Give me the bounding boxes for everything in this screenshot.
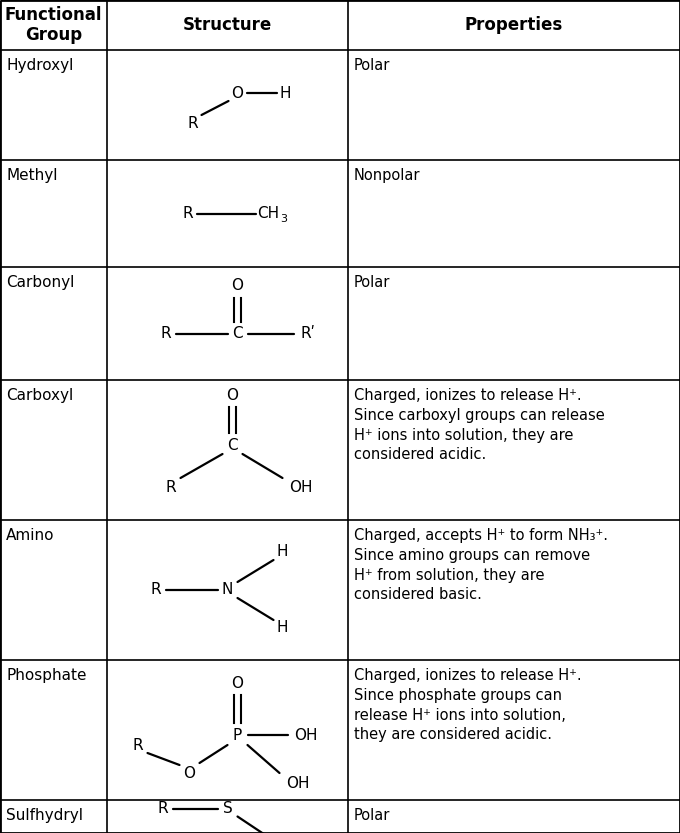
Text: CH: CH (258, 206, 279, 221)
Text: H: H (277, 621, 288, 636)
Text: Phosphate: Phosphate (6, 668, 86, 683)
Text: N: N (222, 582, 233, 597)
Text: R: R (165, 480, 176, 495)
Text: H: H (279, 86, 291, 101)
Text: P: P (233, 727, 242, 742)
Text: Charged, accepts H⁺ to form NH₃⁺.
Since amino groups can remove
H⁺ from solution: Charged, accepts H⁺ to form NH₃⁺. Since … (354, 528, 608, 602)
Text: 3: 3 (280, 213, 288, 223)
Text: O: O (226, 387, 239, 402)
Text: Carbonyl: Carbonyl (6, 275, 74, 290)
Text: Hydroxyl: Hydroxyl (6, 58, 73, 73)
Text: Charged, ionizes to release H⁺.
Since phosphate groups can
release H⁺ ions into : Charged, ionizes to release H⁺. Since ph… (354, 668, 581, 742)
Text: R: R (187, 116, 198, 131)
Text: O: O (231, 86, 243, 101)
Text: Polar: Polar (354, 275, 390, 290)
Text: Structure: Structure (183, 16, 272, 34)
Text: S: S (222, 801, 233, 816)
Text: R: R (182, 206, 193, 221)
Text: Polar: Polar (354, 808, 390, 823)
Text: O: O (231, 676, 243, 691)
Text: O: O (184, 766, 196, 781)
Text: C: C (232, 326, 243, 341)
Text: Methyl: Methyl (6, 168, 58, 183)
Text: Sulfhydryl: Sulfhydryl (6, 808, 83, 823)
Text: R: R (132, 737, 143, 752)
Text: Functional
Group: Functional Group (5, 6, 102, 44)
Text: R: R (160, 326, 171, 341)
Text: OH: OH (286, 776, 309, 791)
Text: Charged, ionizes to release H⁺.
Since carboxyl groups can release
H⁺ ions into s: Charged, ionizes to release H⁺. Since ca… (354, 388, 605, 462)
Text: Nonpolar: Nonpolar (354, 168, 420, 183)
Text: Carboxyl: Carboxyl (6, 388, 73, 403)
Text: Polar: Polar (354, 58, 390, 73)
Text: Rʹ: Rʹ (300, 326, 315, 341)
Text: C: C (227, 437, 238, 452)
Text: OH: OH (289, 480, 312, 495)
Text: Amino: Amino (6, 528, 54, 543)
Text: R: R (150, 582, 160, 597)
Text: H: H (277, 545, 288, 560)
Text: Properties: Properties (465, 16, 563, 34)
Text: R: R (157, 801, 168, 816)
Text: O: O (231, 278, 243, 293)
Text: OH: OH (294, 727, 318, 742)
